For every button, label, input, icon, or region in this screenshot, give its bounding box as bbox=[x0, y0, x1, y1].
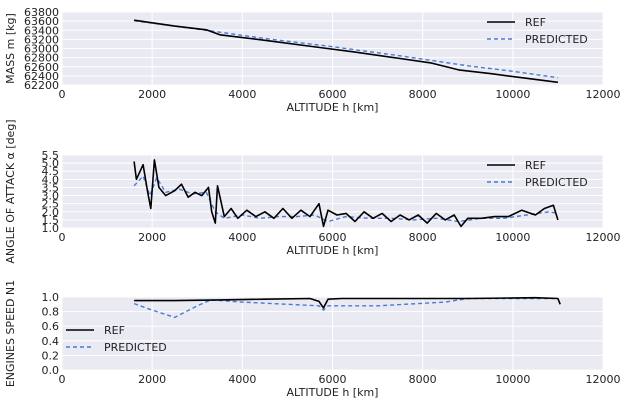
y-tick-label: 1.0 bbox=[42, 222, 60, 235]
legend: REF PREDICTED bbox=[487, 159, 588, 189]
x-axis-label: ALTITUDE h [km] bbox=[287, 386, 379, 399]
y-axis-label: MASS m [kg] bbox=[4, 13, 17, 84]
legend: REF PREDICTED bbox=[487, 16, 588, 46]
x-tick-label: 0 bbox=[59, 88, 66, 101]
y-tick-label: 2.5 bbox=[42, 198, 60, 211]
x-tick-label: 8000 bbox=[409, 88, 437, 101]
x-axis-label: ALTITUDE h [km] bbox=[287, 244, 379, 257]
legend-label-ref: REF bbox=[104, 324, 125, 337]
x-tick-label: 2000 bbox=[138, 88, 166, 101]
chart-panel-1: 0 2000 4000 6000 8000 10000 12000 6220062400626… bbox=[4, 6, 621, 114]
series-line-predicted bbox=[133, 297, 558, 319]
y-tick-label: 63600 bbox=[24, 15, 59, 28]
y-tick-label: 5.0 bbox=[42, 157, 60, 170]
y-tick-label: 4.5 bbox=[42, 165, 60, 178]
y-tick-label: 62400 bbox=[24, 70, 59, 83]
y-tick-label: 0.4 bbox=[42, 335, 60, 348]
y-tick-label: 1.0 bbox=[42, 291, 60, 304]
x-tick-label: 10000 bbox=[495, 88, 530, 101]
legend: REF PREDICTED bbox=[66, 324, 167, 354]
legend-label-predicted: PREDICTED bbox=[525, 176, 588, 189]
x-tick-label: 8000 bbox=[409, 373, 437, 386]
x-tick-label: 0 bbox=[59, 231, 66, 244]
y-tick-label: 62800 bbox=[24, 52, 59, 65]
series-line-predicted bbox=[133, 175, 559, 223]
series-line-ref bbox=[133, 19, 559, 84]
x-tick-label: 12000 bbox=[586, 231, 621, 244]
series-line-ref bbox=[133, 159, 559, 228]
x-tick-label: 12000 bbox=[586, 88, 621, 101]
y-tick-label: 62200 bbox=[24, 79, 59, 92]
chart-panel-2: 0 2000 4000 6000 8000 10000 120001.01.52.02.53… bbox=[4, 119, 621, 263]
x-tick-label: 6000 bbox=[319, 373, 347, 386]
y-tick-label: 63400 bbox=[24, 24, 59, 37]
y-tick-label: 63200 bbox=[24, 33, 59, 46]
x-tick-label: 0 bbox=[59, 373, 66, 386]
x-tick-label: 4000 bbox=[228, 373, 256, 386]
y-tick-label: 4.0 bbox=[42, 173, 60, 186]
y-tick-label: 0.6 bbox=[42, 320, 60, 333]
x-tick-label: 10000 bbox=[495, 373, 530, 386]
y-tick-label: 3.5 bbox=[42, 181, 60, 194]
y-tick-label: 0.0 bbox=[42, 364, 60, 377]
chart-panel-3: 0 2000 4000 6000 8000 10000 12000 0.0 0.20.4 0.60… bbox=[4, 280, 621, 399]
y-tick-label: 3.0 bbox=[42, 190, 60, 203]
legend-label-predicted: PREDICTED bbox=[525, 33, 588, 46]
legend-label-ref: REF bbox=[525, 159, 546, 172]
y-tick-label: 2.0 bbox=[42, 206, 60, 219]
x-tick-label: 6000 bbox=[319, 231, 347, 244]
legend-label-ref: REF bbox=[525, 16, 546, 29]
y-axis-label: ENGINES SPEED N1 bbox=[4, 280, 17, 387]
x-tick-label: 12000 bbox=[586, 373, 621, 386]
y-tick-label: 5.5 bbox=[42, 149, 60, 162]
y-tick-label: 0.2 bbox=[42, 349, 60, 362]
x-tick-label: 4000 bbox=[228, 88, 256, 101]
y-tick-label: 63800 bbox=[24, 6, 59, 19]
y-tick-label: 0.8 bbox=[42, 306, 60, 319]
series-line-predicted bbox=[134, 20, 558, 79]
x-tick-label: 10000 bbox=[495, 231, 530, 244]
legend-label-predicted: PREDICTED bbox=[104, 341, 167, 354]
x-tick-label: 8000 bbox=[409, 231, 437, 244]
x-tick-label: 4000 bbox=[228, 231, 256, 244]
x-tick-label: 2000 bbox=[138, 373, 166, 386]
x-tick-label: 2000 bbox=[138, 231, 166, 244]
y-tick-label: 62600 bbox=[24, 61, 59, 74]
y-tick-label: 63000 bbox=[24, 43, 59, 56]
x-tick-label: 6000 bbox=[319, 88, 347, 101]
x-axis-label: ALTITUDE h [km] bbox=[287, 101, 379, 114]
series-line-ref bbox=[134, 296, 561, 309]
y-tick-label: 1.5 bbox=[42, 214, 60, 227]
y-axis-label: ANGLE OF ATTACK α [deg] bbox=[4, 119, 17, 263]
